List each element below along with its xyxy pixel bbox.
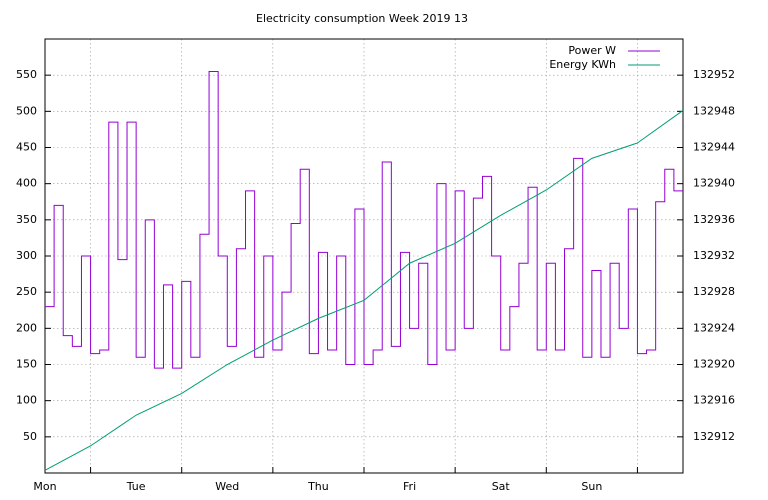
y-tick-label: 450 [16,141,37,154]
y-tick-label: 350 [16,213,37,226]
y2-tick-label: 132928 [693,285,735,298]
x-tick-label: Mon [33,480,56,493]
y-tick-label: 550 [16,68,37,81]
x-tick-label: Tue [126,480,146,493]
y-tick-label: 50 [23,430,37,443]
x-tick-label: Wed [215,480,239,493]
y2-tick-label: 132948 [693,104,735,117]
y2-tick-label: 132920 [693,358,735,371]
x-tick-label: Fri [403,480,416,493]
y2-tick-label: 132940 [693,177,735,190]
legend-label: Energy KWh [549,58,616,71]
y-tick-label: 300 [16,249,37,262]
y2-tick-label: 132932 [693,249,735,262]
y2-tick-label: 132952 [693,68,735,81]
y2-tick-label: 132936 [693,213,735,226]
x-tick-label: Thu [307,480,329,493]
x-tick-label: Sat [492,480,511,493]
y-tick-label: 100 [16,394,37,407]
legend-label: Power W [568,44,616,57]
x-tick-label: Sun [581,480,602,493]
y-tick-label: 500 [16,104,37,117]
y-tick-label: 150 [16,358,37,371]
y-tick-label: 250 [16,285,37,298]
y2-tick-label: 132924 [693,321,735,334]
series-line [44,110,684,471]
plot-frame [44,38,684,474]
y2-tick-label: 132944 [693,141,735,154]
chart-title: Electricity consumption Week 2019 13 [256,12,468,25]
y-tick-label: 400 [16,177,37,190]
y-tick-label: 200 [16,321,37,334]
series-line [45,71,683,369]
y2-tick-label: 132912 [693,430,735,443]
y2-tick-label: 132916 [693,394,735,407]
